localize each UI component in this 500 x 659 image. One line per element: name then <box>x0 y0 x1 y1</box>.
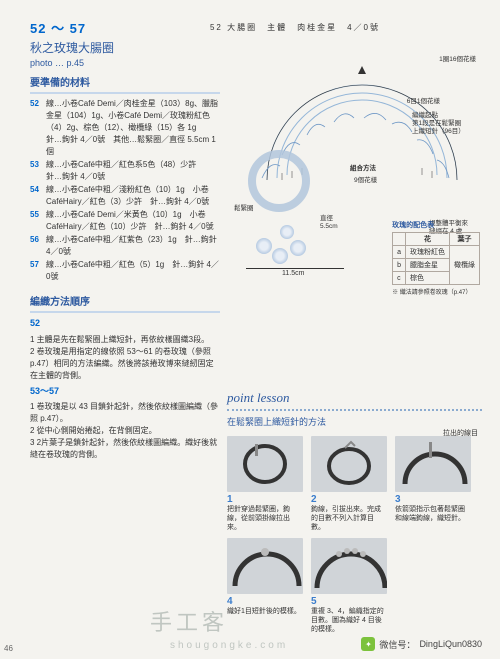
instr-item: 2 卷玫瑰是用指定的線依照 53～61 的卷玫瑰（參照 p.47）相同的方法編織… <box>30 346 220 382</box>
header-right-caption: 52 大腸圈 主體 肉桂金星 4／0號 <box>210 22 380 33</box>
instr-item: 2 從中心側開始捲起，在背側固定。 <box>30 425 220 437</box>
lesson-grid: 1 把針穿過鬆緊圈，鉤線，從前頭掛線拉出來。 2 鉤線，引拔出來。完成的目數不列… <box>227 436 482 635</box>
section-52: 52 <box>30 317 220 331</box>
material-row: 53線…小卷Café中粗／紅色系5色（48）少許 針…鉤針 4／0號 <box>30 159 220 183</box>
materials-heading: 要準備的材料 <box>30 74 220 94</box>
dim-line <box>246 268 344 269</box>
step-photo <box>311 436 387 492</box>
point-lesson: point lesson 在鬆緊圈上織短針的方法 拉出的線目 1 把針穿過鬆緊圈… <box>227 390 482 635</box>
lesson-step: 3 依箭頭指示包著鬆緊圈和線端鉤線，織短針。 <box>395 436 471 532</box>
instr-item: 1 卷玫瑰是以 43 目鎖針起針，然後依紋樣圖編織（參照 p.47）。 <box>30 401 220 425</box>
order-heading: 編織方法順序 <box>30 293 220 313</box>
lesson-step: 1 把針穿過鬆緊圈，鉤線，從前頭掛線拉出來。 <box>227 436 303 532</box>
watermark-url: shougongke.com <box>170 640 288 651</box>
material-row: 56線…小卷Café中粗／紅紫色（23）1g 針…鉤針 4／0號 <box>30 234 220 258</box>
note-start: 編織起點 第1段是在鬆緊圈 上織短針（96目） <box>412 112 482 135</box>
page-number: 46 <box>4 644 13 653</box>
point-lesson-title: point lesson <box>227 390 482 411</box>
instr-item: 3 2片葉子是鎖針起針，然後依紋樣圖編織。織好後就縫在卷玫瑰的背側。 <box>30 437 220 461</box>
rose-icon <box>256 238 272 254</box>
step-photo <box>227 436 303 492</box>
note-mid: 6目1個花樣 <box>407 98 440 106</box>
color-table-grid: 花 葉子 a玫瑰粉紅色橄欖綠 b臘脂金星 c棕色 <box>392 232 480 285</box>
rose-icon <box>290 240 306 256</box>
section-53-57: 53～57 <box>30 385 220 399</box>
watermark: 手工客 <box>150 605 228 637</box>
step-photo <box>311 538 387 594</box>
lesson-step: 4 織好1目短針後的模樣。 <box>227 538 303 634</box>
instr-item: 1 主體是先在鬆緊圈上織短針，再依紋樣圖織3段。 <box>30 334 220 346</box>
lesson-step: 5 重複 3、4，編織指定的目數。圖為織好 4 目後的模樣。 <box>311 538 387 634</box>
rose-icon <box>280 225 294 239</box>
ring-label: 鬆緊圈 <box>234 205 254 213</box>
diameter-label: 直徑 5.5cm <box>320 215 338 231</box>
material-row: 54線…小卷Café中粗／淺粉紅色（10）1g 小卷CaféHairy／紅色（3… <box>30 184 220 208</box>
combine-sub: 9個花樣 <box>354 177 377 185</box>
wx-label: 微信号： <box>379 638 415 651</box>
color-table-note: ※ 織法請參照卷玫瑰（p.47） <box>392 287 480 296</box>
wx-id: DingLiQun0830 <box>419 639 482 649</box>
combine-label: 組合方法 <box>350 165 376 173</box>
material-row: 55線…小卷Café Demi／米黃色（10）1g 小卷CaféHairy／紅色… <box>30 209 220 233</box>
materials-list: 52線…小卷Café Demi／肉桂金星（103）8g、臘脂金星（104）1g、… <box>30 98 220 283</box>
color-table-title: 玫瑰的配色表 <box>392 220 480 230</box>
step-photo <box>227 538 303 594</box>
lesson-step: 2 鉤線，引拔出來。完成的目數不列入計算目數。 <box>311 436 387 532</box>
material-row: 57線…小卷Café中粗／紅色（5）1g 針…鉤針 4／0號 <box>30 259 220 283</box>
wreath-illustration <box>248 150 310 212</box>
wechat-icon: ✦ <box>361 637 375 651</box>
rose-icon <box>272 248 288 264</box>
material-row: 52線…小卷Café Demi／肉桂金星（103）8g、臘脂金星（104）1g、… <box>30 98 220 158</box>
footer-right: ✦ 微信号： DingLiQun0830 <box>361 637 482 651</box>
dim-width: 11.5cm <box>282 270 304 277</box>
step-photo <box>395 436 471 492</box>
color-table: 玫瑰的配色表 花 葉子 a玫瑰粉紅色橄欖綠 b臘脂金星 c棕色 ※ 織法請參照卷… <box>392 220 480 296</box>
note-top: 1圈16個花樣 <box>439 56 476 64</box>
point-lesson-subtitle: 在鬆緊圈上織短針的方法 <box>227 415 482 428</box>
instructions: 52 1 主體是先在鬆緊圈上織短針，再依紋樣圖織3段。 2 卷玫瑰是用指定的線依… <box>30 317 220 461</box>
